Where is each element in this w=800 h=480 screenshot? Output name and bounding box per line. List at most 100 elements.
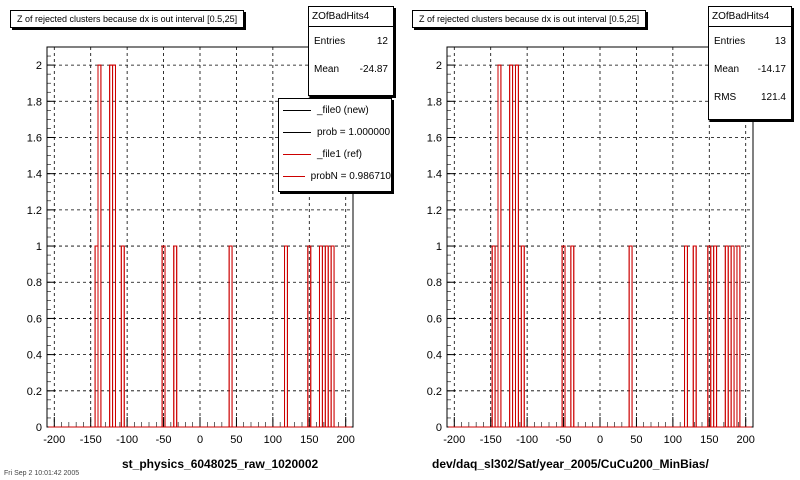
legend-label: _file1 (ref): [317, 148, 363, 160]
x-tick-label: 0: [597, 434, 603, 446]
histogram-bar: [228, 245, 233, 428]
y-tick-label: 1.8: [27, 96, 42, 108]
histogram-bar: [692, 245, 697, 428]
plot-title-left: Z of rejected clusters because dx is out…: [10, 10, 245, 28]
y-tick-label: 1: [436, 241, 442, 253]
y-tick-label: 1: [36, 241, 42, 253]
x-tick-label: 150: [700, 434, 718, 446]
legend-label: _file0 (new): [317, 104, 369, 116]
histogram-bar: [730, 245, 735, 428]
x-tick-label: -50: [156, 434, 172, 446]
x-tick-label: 100: [264, 434, 282, 446]
stats-row-rms-right: RMS 121.4: [709, 83, 791, 111]
stats-box-right: ZOfBadHits4 Entries 13 Mean -14.17 RMS 1…: [708, 6, 792, 120]
y-tick-label: 0.2: [427, 386, 442, 398]
histogram-bar: [736, 245, 741, 428]
stats-label: RMS: [714, 91, 737, 103]
legend-entry: _file0 (new): [279, 99, 391, 121]
stats-value: -24.87: [359, 63, 388, 75]
y-tick-label: 1.2: [27, 205, 42, 217]
histogram-bar: [514, 64, 519, 428]
y-tick-label: 0: [436, 422, 442, 434]
y-tick-label: 1.4: [427, 169, 442, 181]
y-tick-label: 0.6: [27, 313, 42, 325]
stats-label: Entries: [314, 35, 346, 47]
stats-row-entries-left: Entries 12: [309, 27, 393, 55]
histogram-bar: [97, 64, 102, 428]
histogram-bar: [561, 245, 566, 428]
histogram-bar: [491, 245, 496, 428]
histogram-bar: [330, 245, 335, 428]
stats-name-right: ZOfBadHits4: [709, 7, 791, 27]
histogram-bar: [112, 64, 116, 428]
y-tick-label: 2: [436, 60, 442, 72]
histogram-bar: [318, 245, 323, 428]
stats-value: 12: [376, 35, 388, 47]
histogram-bar: [324, 245, 329, 428]
stats-value: 13: [774, 35, 786, 47]
x-tick-label: 100: [664, 434, 682, 446]
x-tick-label: -150: [80, 434, 102, 446]
histogram-bar: [724, 245, 729, 428]
timestamp-footer: Fri Sep 2 10:01:42 2005: [4, 470, 80, 477]
x-tick-label: -150: [480, 434, 502, 446]
histogram-bar: [628, 245, 633, 428]
histogram-bar: [713, 245, 718, 428]
x-tick-label: -50: [556, 434, 572, 446]
stats-box-left: ZOfBadHits4 Entries 12 Mean -24.87: [308, 6, 394, 96]
y-tick-label: 1.8: [427, 96, 442, 108]
legend-left: _file0 (new) prob = 1.000000 _file1 (ref…: [278, 98, 392, 192]
stats-label: Mean: [314, 63, 340, 75]
stats-label: Mean: [714, 63, 740, 75]
legend-line: [283, 153, 311, 155]
legend-label: prob = 1.000000: [317, 126, 391, 138]
x-tick-label: 0: [197, 434, 203, 446]
y-tick-label: 0.8: [27, 277, 42, 289]
y-tick-label: 1.2: [427, 205, 442, 217]
x-tick-label: 200: [337, 434, 355, 446]
legend-entry: prob = 1.000000: [279, 121, 391, 143]
stats-row-mean-right: Mean -14.17: [709, 55, 791, 83]
x-tick-label: 200: [737, 434, 755, 446]
y-tick-label: 1.6: [27, 132, 42, 144]
plot-title-right: Z of rejected clusters because dx is out…: [412, 10, 647, 28]
y-tick-label: 2: [36, 60, 42, 72]
stats-row-mean-left: Mean -24.87: [309, 55, 393, 83]
legend-line: [283, 175, 305, 177]
y-tick-label: 0.6: [427, 313, 442, 325]
stats-name-left: ZOfBadHits4: [309, 7, 393, 27]
histogram-bar: [570, 245, 575, 428]
x-tick-label: -200: [443, 434, 465, 446]
histogram-bar: [509, 64, 514, 428]
histogram-bar: [707, 245, 712, 428]
stats-row-entries-right: Entries 13: [709, 27, 791, 55]
legend-line: [283, 109, 311, 111]
histogram-bar: [173, 245, 178, 428]
stats-label: Entries: [714, 35, 746, 47]
y-tick-label: 0.4: [27, 350, 42, 362]
legend-entry: _file1 (ref): [279, 143, 391, 165]
x-tick-label: -100: [516, 434, 538, 446]
y-tick-label: 1.6: [427, 132, 442, 144]
x-tick-label: 50: [630, 434, 642, 446]
y-tick-label: 1.4: [27, 169, 42, 181]
y-tick-label: 0.8: [427, 277, 442, 289]
legend-line: [283, 131, 311, 133]
y-tick-label: 0.4: [427, 350, 442, 362]
x-tick-label: 50: [230, 434, 242, 446]
histogram-bar: [284, 245, 288, 428]
histogram-bar: [684, 245, 688, 428]
x-axis-label-left: st_physics_6048025_raw_1020002: [122, 457, 319, 471]
histogram-bar: [520, 245, 525, 428]
stats-value: -14.17: [757, 63, 786, 75]
y-tick-label: 0: [36, 422, 42, 434]
histogram-bar: [120, 245, 125, 428]
y-tick-label: 0.2: [27, 386, 42, 398]
x-axis-label-right: dev/daq_sl302/Sat/year_2005/CuCu200_MinB…: [432, 457, 709, 471]
histogram-bar: [161, 245, 166, 428]
legend-entry: probN = 0.986710: [279, 165, 391, 187]
x-tick-label: -100: [116, 434, 138, 446]
histogram-bar: [497, 64, 502, 428]
stats-value: 121.4: [760, 91, 786, 103]
